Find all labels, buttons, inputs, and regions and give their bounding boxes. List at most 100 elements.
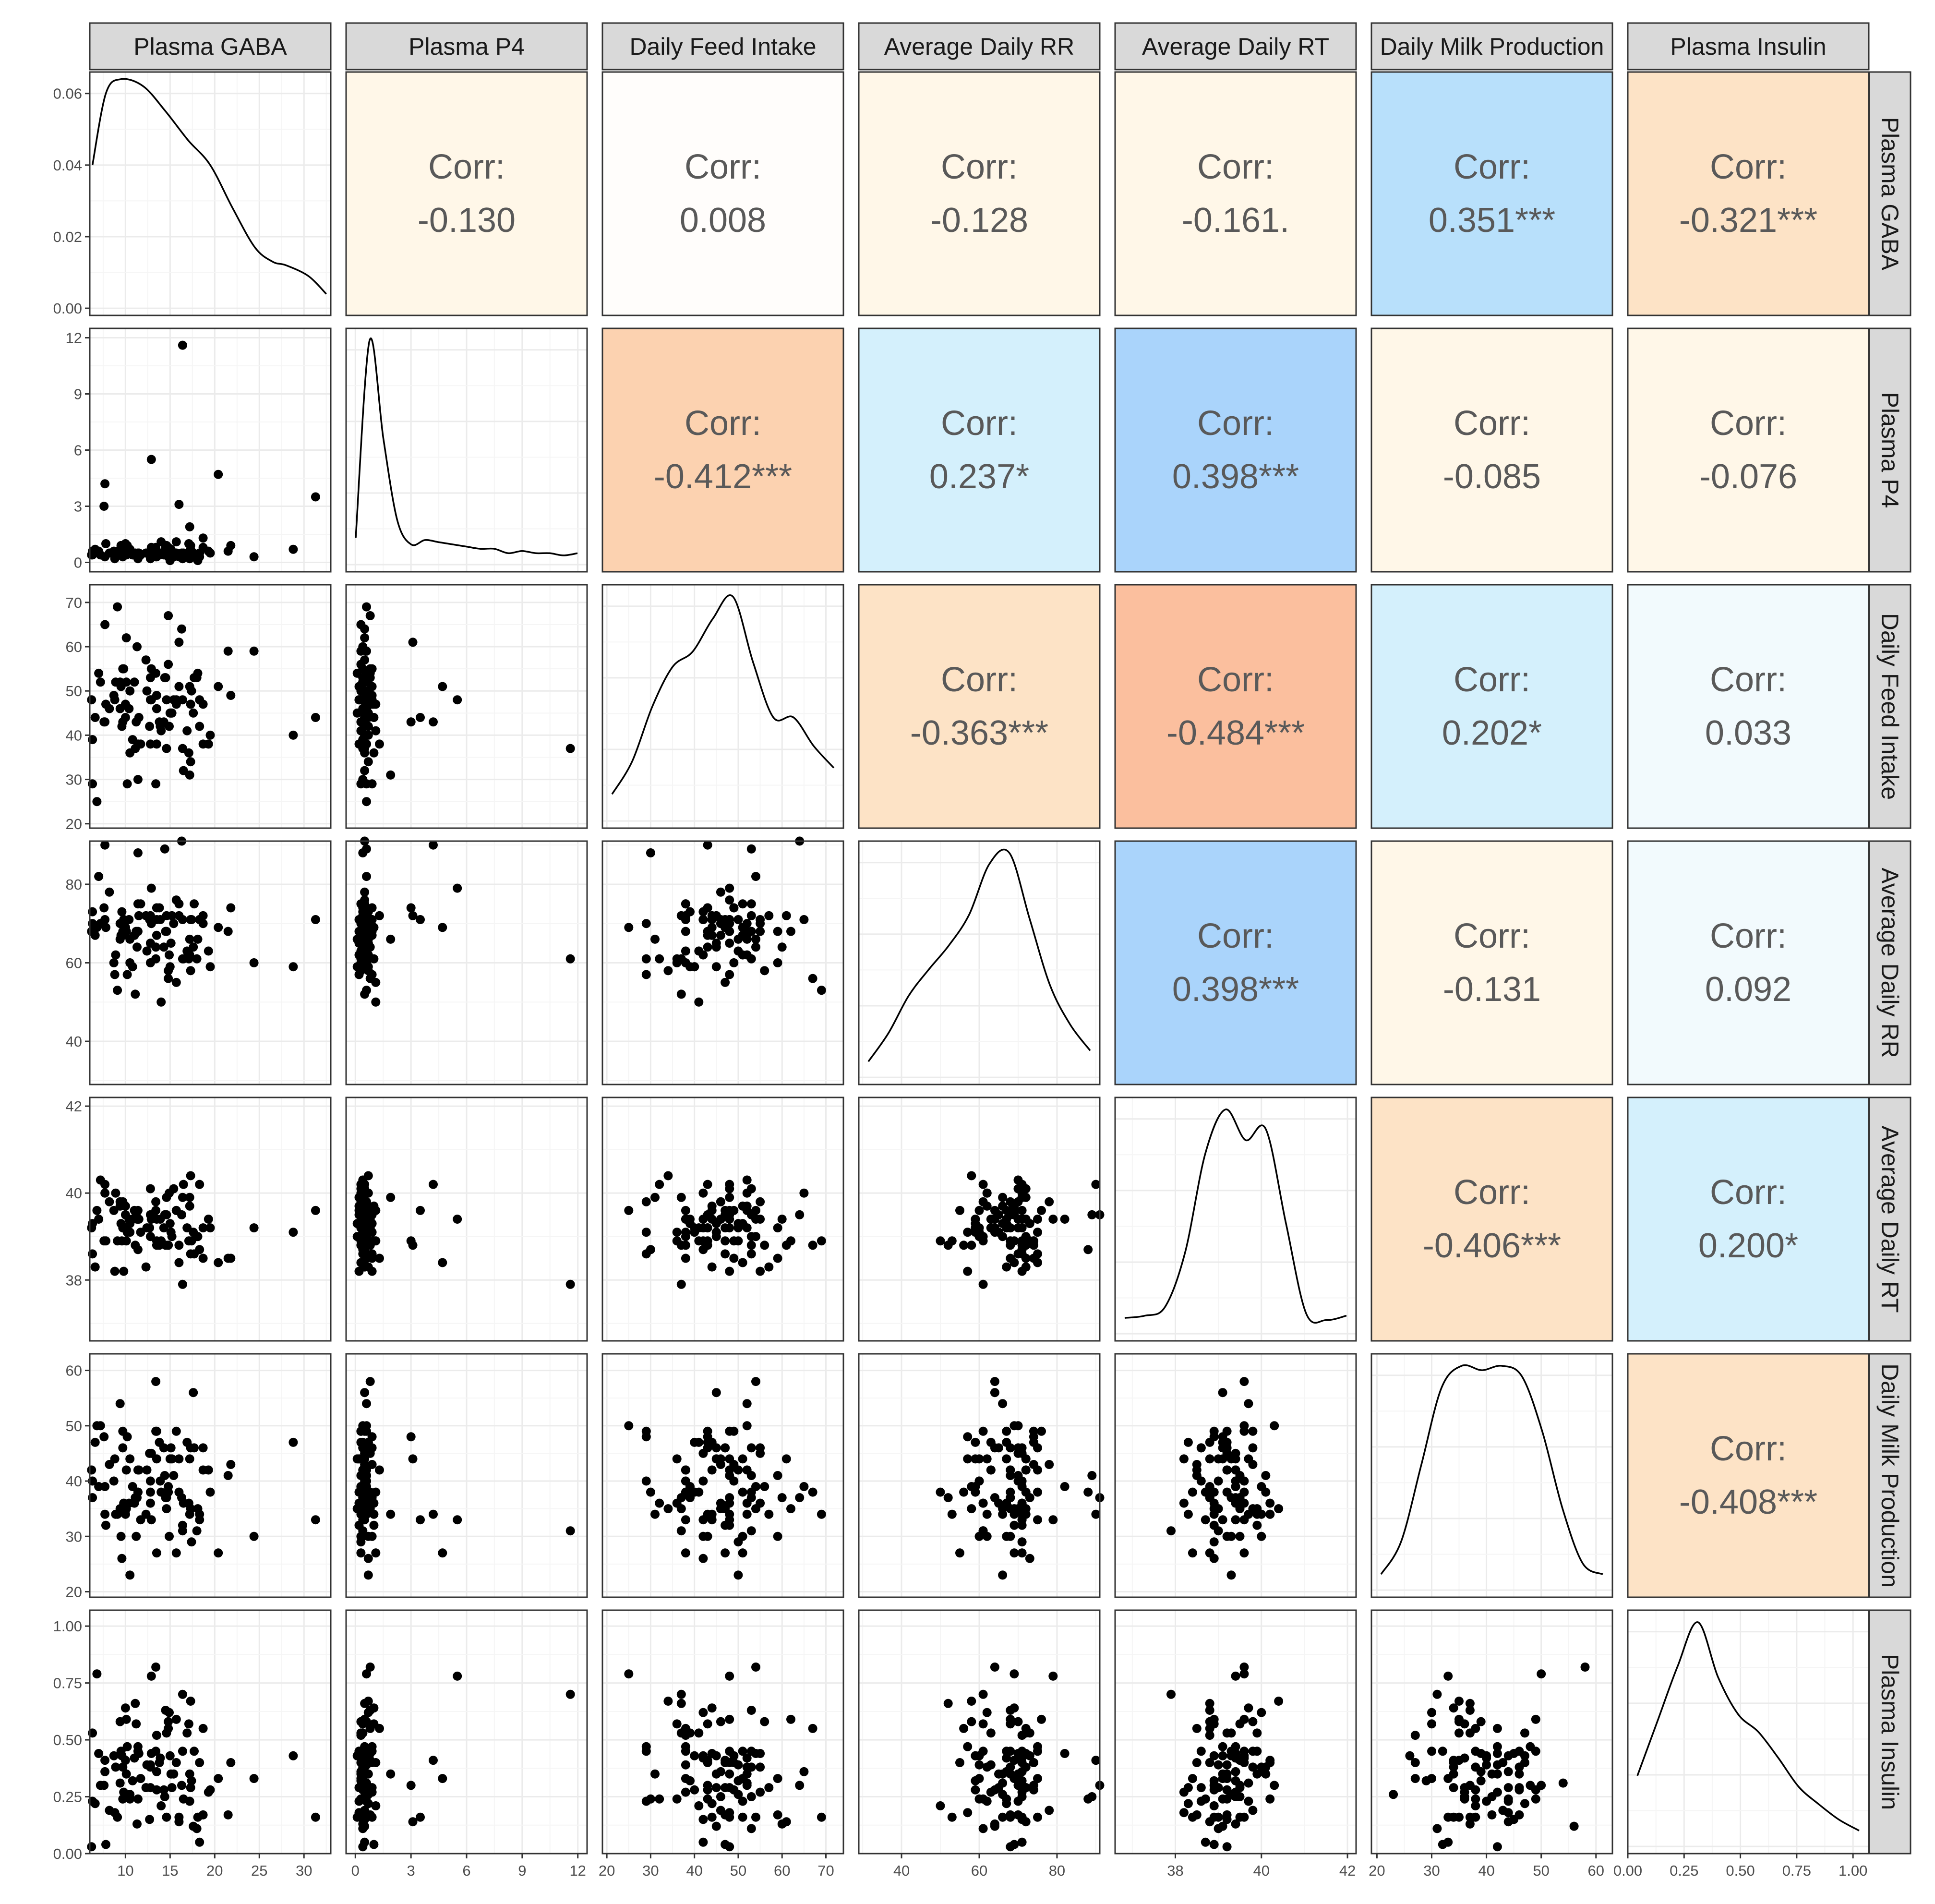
scatter-point <box>963 1454 973 1464</box>
scatter-point <box>94 872 104 881</box>
scatter-point <box>193 668 203 678</box>
scatter-point <box>145 1184 155 1193</box>
scatter-point <box>136 1515 145 1525</box>
scatter-point <box>725 1520 734 1530</box>
panel-r2-c3: Corr: -0.363*** <box>858 584 1101 829</box>
corr-cell-background <box>1114 840 1357 1085</box>
scatter-point <box>118 1443 128 1453</box>
scatter-point <box>90 1799 100 1808</box>
corr-label: Corr: <box>1454 917 1530 955</box>
panel-r1-c0 <box>87 327 332 573</box>
scatter-point <box>178 1520 187 1530</box>
scatter-point <box>134 911 144 920</box>
strip-background <box>1370 22 1613 71</box>
scatter-point <box>367 1460 377 1469</box>
scatter-point <box>90 1437 100 1447</box>
scatter-point <box>1465 1819 1475 1829</box>
scatter-point <box>565 954 575 964</box>
scatter-point <box>663 1171 673 1181</box>
scatter-point <box>990 1493 999 1503</box>
scatter-point <box>375 1253 384 1263</box>
scatter-point <box>1274 1697 1284 1706</box>
scatter-point <box>641 1197 651 1206</box>
scatter-point <box>1443 1837 1453 1847</box>
scatter-point <box>1244 1703 1253 1713</box>
scatter-point <box>193 934 203 944</box>
scatter-point <box>110 1454 120 1464</box>
scatter-point <box>120 1504 130 1514</box>
scatter-point <box>1017 1776 1027 1785</box>
scatter-point <box>963 1266 973 1276</box>
corr-label: Corr: <box>1197 148 1274 186</box>
scatter-point <box>249 646 259 656</box>
scatter-point <box>1192 1723 1202 1733</box>
x-tick-label: 20 <box>599 1862 615 1879</box>
scatter-point <box>1520 1758 1529 1767</box>
scatter-point <box>751 1663 760 1672</box>
x-tick-label: 15 <box>162 1862 178 1879</box>
scatter-point <box>386 1769 396 1779</box>
scatter-point <box>685 907 695 916</box>
scatter-point <box>681 1241 690 1250</box>
scatter-point <box>1060 1215 1070 1224</box>
panel-r1-c4: Corr: 0.398*** <box>1114 327 1357 573</box>
row-strip-average-daily-rr: Average Daily RR <box>1868 840 1911 1085</box>
scatter-point <box>817 1509 826 1519</box>
scatter-point <box>1239 1663 1249 1672</box>
scatter-point <box>1231 1819 1240 1829</box>
panel-border <box>601 840 844 1085</box>
scatter-point <box>164 611 173 620</box>
scatter-point <box>125 748 135 758</box>
scatter-point <box>145 1783 155 1793</box>
scatter-point <box>676 989 686 999</box>
strip-background <box>601 22 844 71</box>
scatter-point <box>698 1476 708 1486</box>
panel-r5-c0 <box>87 1353 332 1598</box>
scatter-point <box>974 1205 984 1215</box>
scatter-point <box>311 1812 320 1822</box>
scatter-point <box>698 1837 708 1847</box>
scatter-point <box>182 726 192 735</box>
scatter-point <box>92 1669 102 1679</box>
scatter-point <box>703 1758 712 1767</box>
strip-background <box>1868 1097 1911 1342</box>
scatter-point <box>185 1796 194 1806</box>
scatter-point <box>195 915 204 924</box>
scatter-point <box>1503 1808 1513 1818</box>
scatter-point <box>1033 1487 1042 1497</box>
scatter-point <box>751 934 760 944</box>
scatter-point <box>1482 1751 1491 1760</box>
scatter-point <box>1209 1504 1219 1514</box>
scatter-point <box>982 1509 992 1519</box>
scatter-point <box>808 1487 817 1497</box>
panel-r4-c2 <box>601 1097 844 1342</box>
scatter-point <box>1205 1817 1214 1827</box>
scatter-point <box>131 1699 140 1708</box>
scatter-point <box>1427 1747 1436 1756</box>
y-tick-label: 42 <box>66 1098 82 1115</box>
panel-border <box>601 1097 844 1342</box>
scatter-point <box>1231 1465 1240 1475</box>
corr-value: 0.008 <box>680 201 766 240</box>
corr-cell-background <box>601 71 844 316</box>
scatter-point <box>707 911 717 920</box>
scatter-point <box>453 1671 462 1681</box>
scatter-point <box>117 907 127 916</box>
column-strip-label: Plasma P4 <box>409 33 525 60</box>
strip-background <box>1627 22 1870 71</box>
row-strip-daily-feed-intake: Daily Feed Intake <box>1868 584 1911 829</box>
scatter-point <box>288 1228 298 1237</box>
scatter-point <box>1013 1717 1023 1726</box>
scatter-point <box>204 739 213 749</box>
row-strip-label: Average Daily RR <box>1876 868 1903 1058</box>
scatter-point <box>742 1769 752 1779</box>
scatter-point <box>742 930 752 940</box>
scatter-point <box>131 1241 140 1250</box>
scatter-point <box>746 954 756 964</box>
corr-cell-background <box>1627 1353 1870 1598</box>
scatter-point <box>729 903 739 913</box>
scatter-point <box>358 677 368 687</box>
scatter-point <box>145 1815 155 1824</box>
scatter-point <box>90 1262 100 1272</box>
scatter-point <box>1196 1747 1206 1756</box>
